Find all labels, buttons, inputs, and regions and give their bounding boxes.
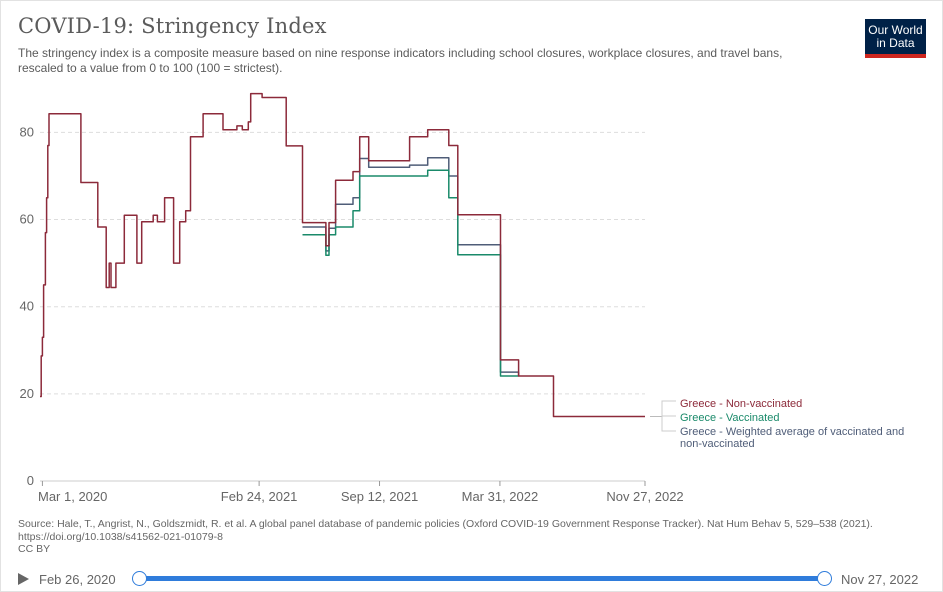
timeline-end-label: Nov 27, 2022 — [841, 572, 919, 587]
series-line-weighted — [302, 156, 520, 376]
timeline-start-label: Feb 26, 2020 — [39, 572, 116, 587]
y-tick-label: 40 — [20, 299, 34, 314]
x-tick-label: Nov 27, 2022 — [606, 489, 683, 504]
y-tick-label: 80 — [20, 124, 34, 139]
legend-item-weighted: Greece - Weighted average of vaccinated … — [680, 426, 904, 450]
grid-lines — [40, 131, 645, 482]
x-axis: Mar 1, 2020 Feb 24, 2021 Sep 12, 2021 Mar 3… — [38, 481, 684, 504]
owid-logo[interactable]: Our World in Data — [865, 19, 926, 58]
y-axis: 0 20 40 60 80 — [20, 124, 34, 488]
x-tick-label: Sep 12, 2021 — [341, 489, 418, 504]
series-lines — [40, 92, 645, 418]
x-tick-label: Feb 24, 2021 — [221, 489, 298, 504]
y-tick-label: 60 — [20, 212, 34, 227]
x-tick-label: Mar 31, 2022 — [462, 489, 539, 504]
legend-item-vaccinated: Greece - Vaccinated — [680, 412, 779, 424]
chart-subtitle: The stringency index is a composite meas… — [18, 46, 783, 75]
legend-item-non-vaccinated: Greece - Non-vaccinated — [680, 398, 802, 410]
source-text: Source: Hale, T., Angrist, N., Goldszmid… — [18, 518, 873, 543]
license-text: CC BY — [18, 543, 51, 555]
logo-line-1: Our World — [868, 22, 923, 37]
series-line-non-vaccinated — [40, 92, 645, 418]
timeline-end-handle[interactable] — [817, 571, 832, 586]
timeline-start-handle[interactable] — [132, 571, 147, 586]
legend: Greece - Non-vaccinated Greece - Vaccinat… — [650, 398, 904, 450]
timeline-track[interactable] — [140, 576, 825, 581]
x-tick-label: Mar 1, 2020 — [38, 489, 107, 504]
line-chart: 0 20 40 60 80 Mar 1, 2020 Feb 24, 2021 Sep 12,… — [20, 92, 904, 504]
play-button[interactable] — [18, 573, 29, 585]
legend-connector — [661, 416, 676, 432]
series-line-vaccinated — [302, 169, 519, 377]
y-tick-label: 20 — [20, 386, 34, 401]
source-note: Source: Hale, T., Angrist, N., Goldszmid… — [18, 518, 898, 556]
chart-title: COVID-19: Stringency Index — [18, 14, 327, 38]
y-tick-label: 0 — [27, 473, 34, 488]
legend-connector — [661, 400, 676, 417]
logo-line-2: in Data — [876, 35, 915, 50]
